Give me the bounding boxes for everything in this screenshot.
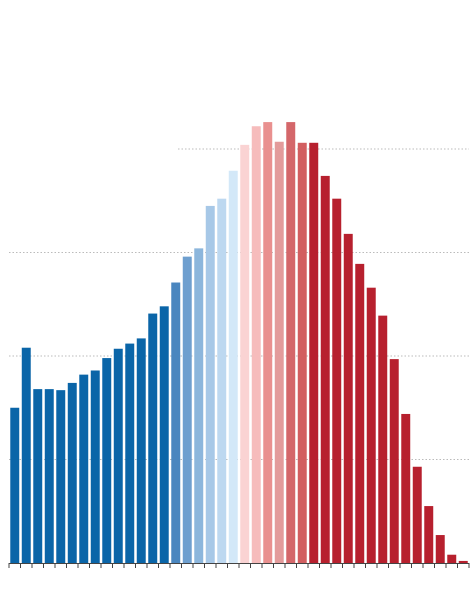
bar [148, 313, 158, 563]
bar [240, 144, 250, 564]
bar [44, 389, 54, 563]
bar [251, 126, 261, 563]
bar [33, 389, 43, 563]
bar [355, 263, 365, 563]
x-axis [8, 563, 470, 568]
bar [113, 348, 123, 563]
bar [79, 374, 89, 563]
bar [263, 122, 273, 563]
bar [378, 315, 388, 563]
bar [412, 466, 422, 563]
bar [56, 390, 66, 563]
bar [159, 306, 169, 563]
bar [274, 141, 284, 563]
bar [458, 560, 468, 563]
bar [297, 142, 307, 564]
bar [10, 407, 20, 563]
bars [10, 122, 468, 564]
bar [366, 287, 376, 563]
bar [389, 359, 399, 563]
bar [217, 198, 227, 563]
bar [401, 413, 411, 563]
bar [447, 554, 457, 563]
bar [320, 175, 330, 563]
bar [332, 198, 342, 563]
bar [171, 282, 181, 563]
bar [90, 370, 100, 563]
bar [136, 338, 146, 563]
bar [286, 122, 296, 563]
bar [424, 506, 434, 563]
bar [194, 248, 204, 564]
bar [67, 382, 77, 563]
bar [102, 358, 112, 563]
bar [228, 170, 238, 564]
bar [343, 233, 353, 563]
gridlines [9, 148, 469, 460]
bar [435, 535, 445, 563]
bar [125, 343, 135, 563]
bar [21, 347, 31, 563]
bar [205, 205, 215, 564]
bar [182, 256, 192, 563]
bar [309, 142, 319, 564]
